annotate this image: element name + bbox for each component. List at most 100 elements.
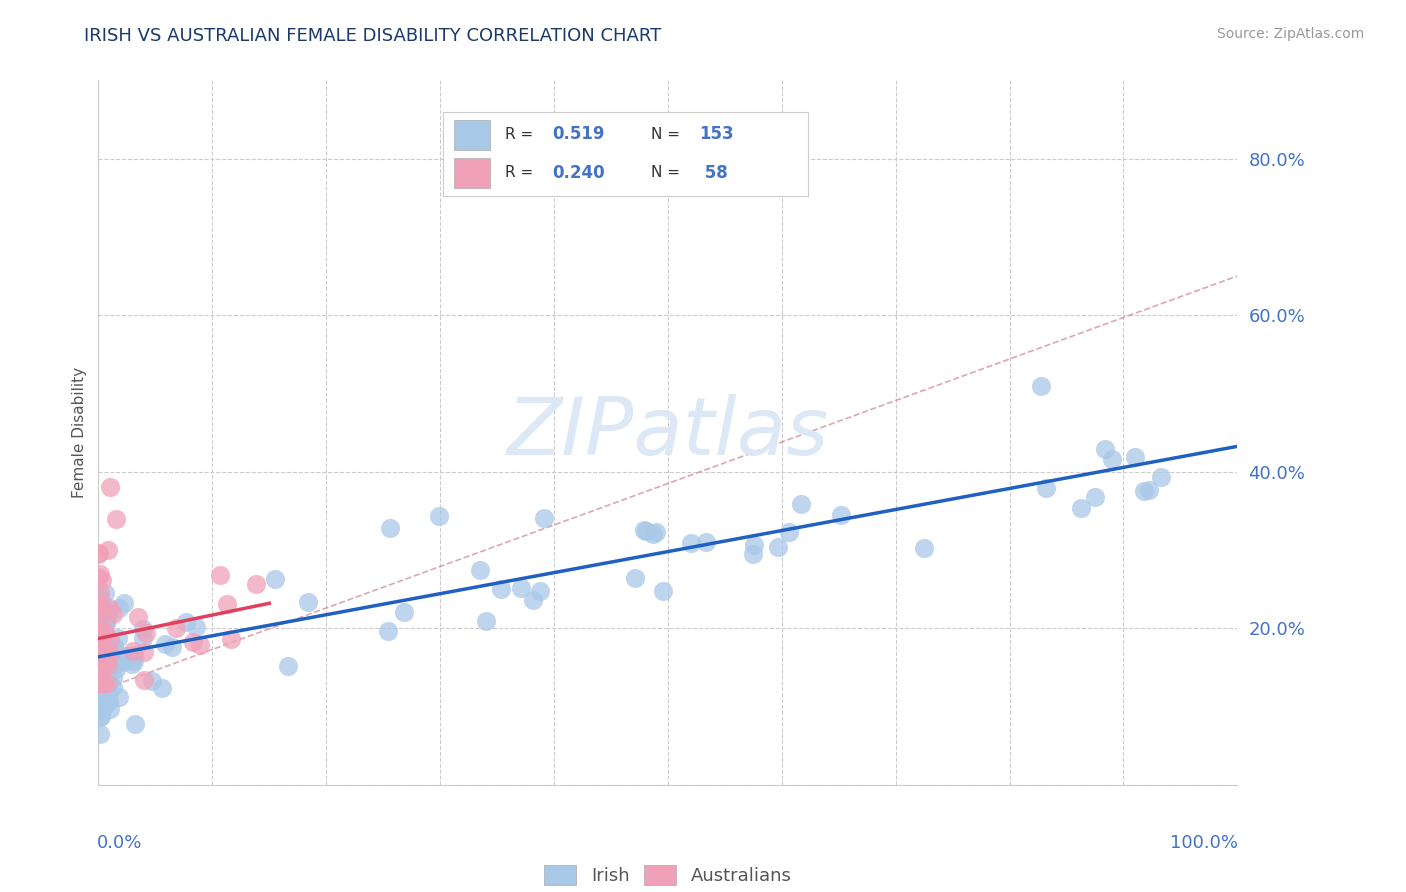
Point [121,657,143,672]
Point [89,648,111,662]
Point [94,625,117,640]
Point [470,563,492,577]
Point [641,527,664,541]
Text: N =: N = [651,165,685,180]
Point [89,640,111,655]
Point [90,628,112,642]
Point [912,541,935,555]
Point [90,628,112,642]
Point [87,653,110,667]
Point [90,640,112,654]
Point [89,595,111,609]
Point [90,605,112,619]
Point [533,511,555,525]
Point [94,698,117,712]
Point [94,616,117,631]
Point [645,524,668,539]
Point [634,524,657,538]
Point [87,609,110,624]
Point [377,624,399,639]
Point [89,639,111,653]
Point [89,634,111,648]
Point [98,702,121,716]
Point [94,617,117,632]
Point [245,576,267,591]
Point [1150,469,1173,483]
Point [87,640,110,655]
Point [87,619,110,633]
Point [176,615,198,629]
Point [89,676,111,690]
Point [87,642,110,657]
Point [135,626,157,640]
Point [90,674,112,689]
Text: R =: R = [505,165,538,180]
Point [89,620,111,634]
Point [112,596,135,610]
Point [97,689,120,703]
Point [91,676,114,690]
Point [89,657,111,671]
Point [117,648,139,663]
Point [89,676,111,690]
Point [96,543,118,558]
Point [97,658,120,673]
Point [87,659,110,673]
Point [392,605,415,619]
Point [98,601,121,615]
Point [90,640,112,655]
Point [124,716,146,731]
Point [105,662,128,676]
Point [89,657,111,671]
Point [87,662,110,676]
Point [94,632,117,646]
Point [91,626,114,640]
Point [181,635,204,649]
Point [87,676,110,690]
Point [97,641,120,656]
Point [89,676,111,690]
Point [90,632,112,646]
Point [427,509,450,524]
Point [87,668,110,682]
Point [104,512,127,526]
Point [89,608,111,623]
Point [1094,442,1116,456]
Bar [454,120,491,150]
Point [97,662,120,676]
Point [1133,484,1156,499]
Text: 153: 153 [699,126,734,144]
Point [741,547,763,561]
Point [89,676,111,690]
Point [89,653,111,667]
Point [112,651,135,665]
Point [1101,452,1123,467]
Point [1084,490,1107,504]
Point [790,497,813,511]
Point [219,632,242,646]
Point [90,636,112,650]
Point [93,673,115,687]
Point [132,645,155,659]
Point [100,633,122,648]
Point [97,694,120,708]
Point [87,547,110,561]
Point [89,622,111,636]
Point [277,658,299,673]
Text: ZIPatlas: ZIPatlas [506,393,830,472]
Point [90,689,112,703]
Point [1137,483,1160,498]
Point [87,614,110,628]
Point [90,652,112,666]
Point [89,640,111,655]
Point [90,643,112,657]
Point [87,701,110,715]
Point [215,598,238,612]
Point [103,639,125,653]
Text: R =: R = [505,127,538,142]
Point [188,638,211,652]
Text: Source: ZipAtlas.com: Source: ZipAtlas.com [1216,27,1364,41]
Point [103,671,125,685]
Point [132,673,155,687]
Point [695,534,717,549]
